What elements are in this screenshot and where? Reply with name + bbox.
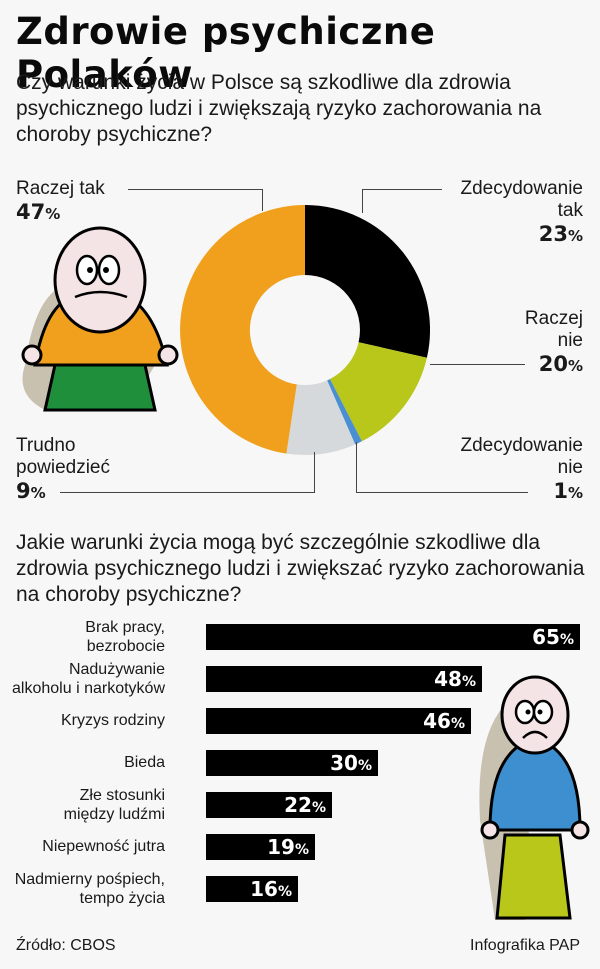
question-2: Jakie warunki życia mogą być szczególnie… (16, 531, 585, 606)
bar-row: Nadmierny pośpiech, tempo życia 16% (0, 871, 600, 912)
bar-row: Niepewność jutra 19% (0, 830, 600, 870)
label-zdecydowanie-tak: Zdecydowanie tak 23% (460, 178, 583, 246)
donut-chart (180, 205, 430, 455)
slice-raczej-tak (180, 205, 305, 454)
label-raczej-tak: Raczej tak 47% (16, 178, 105, 224)
sad-man-orange-illustration (21, 226, 179, 412)
slice-zdecydowanie-tak (305, 205, 430, 358)
bar-row: Bieda 30% (0, 746, 600, 786)
slice-raczej-nie (330, 342, 427, 442)
label-raczej-nie: Raczej nie 20% (524, 308, 583, 376)
source-note: Źródło: CBOS (16, 937, 116, 954)
page-title: Zdrowie psychiczne Polaków (16, 10, 436, 96)
credit-note: Infografika PAP (470, 937, 580, 954)
bar-row: Kryzys rodziny 46% (0, 704, 600, 744)
label-trudno-powiedziec: Trudno powiedzieć 9% (16, 435, 110, 503)
bar-row: Złe stosunki między ludźmi 22% (0, 787, 600, 828)
bar-row: Nadużywanie alkoholu i narkotyków 48% (0, 661, 600, 702)
sad-man-blue-illustration (479, 675, 590, 920)
slice-zdecydowanie-nie (327, 379, 362, 445)
label-zdecydowanie-nie: Zdecydowanie nie 1% (460, 435, 583, 503)
question-1: Czy warunki życia w Polsce są szkodliwe … (16, 71, 542, 146)
bar-row: Brak pracy, bezrobocie 65% (0, 619, 600, 660)
slice-trudno-powiedziec (286, 380, 356, 455)
